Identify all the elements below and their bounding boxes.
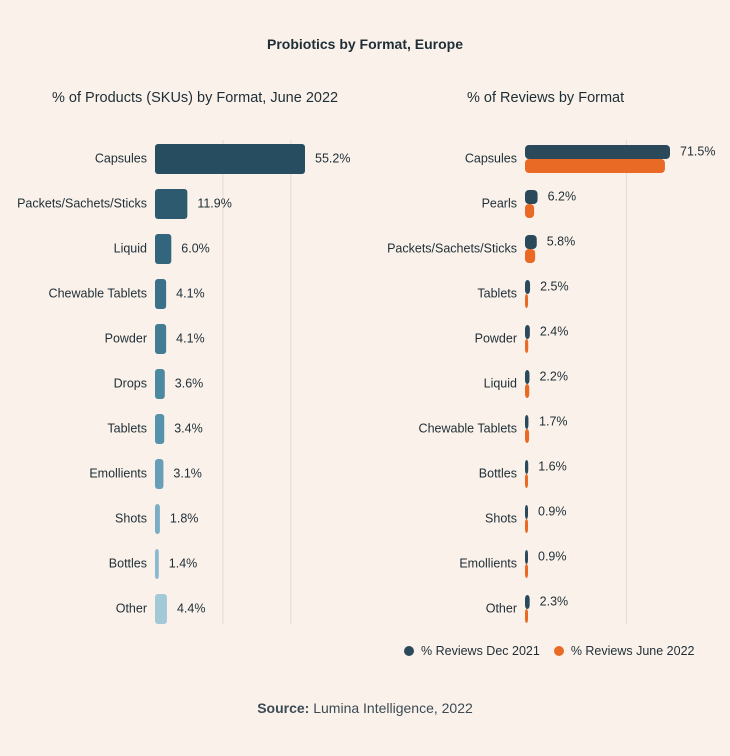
right-category-label-capsules: Capsules — [465, 151, 517, 165]
right-category-label-pearls: Pearls — [482, 196, 517, 210]
legend-label-jun2022: % Reviews June 2022 — [570, 644, 695, 658]
left-bar-powder — [155, 324, 167, 354]
left-category-label-drops: Drops — [114, 376, 147, 390]
right-value-label-liquid: 2.2% — [539, 369, 568, 383]
left-bar-other — [155, 594, 167, 624]
left-category-label-packets-sachets-sticks: Packets/Sachets/Sticks — [17, 196, 147, 210]
left-bar-packets-sachets-sticks — [155, 189, 188, 219]
left-bar-shots — [155, 504, 160, 534]
left-category-label-shots: Shots — [115, 511, 147, 525]
left-bar-tablets — [155, 414, 165, 444]
source-label: Source: — [257, 700, 310, 716]
right-bar-jun2022-emollients — [525, 564, 528, 578]
left-category-label-other: Other — [116, 601, 147, 615]
right-bar-dec2021-emollients — [525, 550, 528, 564]
left-value-label-capsules: 55.2% — [315, 151, 350, 165]
right-bar-jun2022-packets-sachets-sticks — [525, 249, 536, 263]
left-value-label-other: 4.4% — [177, 601, 206, 615]
right-chart-title: % of Reviews by Format — [467, 90, 625, 106]
left-category-label-bottles: Bottles — [109, 556, 147, 570]
right-value-label-emollients: 0.9% — [538, 549, 567, 563]
right-value-label-pearls: 6.2% — [548, 189, 577, 203]
right-bar-dec2021-bottles — [525, 460, 529, 474]
right-bar-dec2021-chewable-tablets — [525, 415, 529, 429]
right-bar-jun2022-tablets — [525, 294, 529, 308]
left-bar-capsules — [155, 144, 305, 174]
right-bar-dec2021-tablets — [525, 280, 531, 294]
right-bar-jun2022-capsules — [525, 159, 665, 173]
left-value-label-emollients: 3.1% — [173, 466, 202, 480]
left-value-label-drops: 3.6% — [175, 376, 204, 390]
right-bar-jun2022-liquid — [525, 384, 530, 398]
left-value-label-bottles: 1.4% — [169, 556, 198, 570]
right-bar-dec2021-powder — [525, 325, 530, 339]
right-category-label-liquid: Liquid — [484, 376, 517, 390]
right-bar-dec2021-liquid — [525, 370, 530, 384]
right-category-label-other: Other — [486, 601, 517, 615]
legend-item-jun2022: % Reviews June 2022 — [553, 644, 695, 658]
right-category-label-bottles: Bottles — [479, 466, 517, 480]
left-value-label-powder: 4.1% — [176, 331, 205, 345]
right-bar-jun2022-bottles — [525, 474, 528, 488]
legend-item-dec2021: % Reviews Dec 2021 — [404, 644, 540, 658]
left-category-label-chewable-tablets: Chewable Tablets — [49, 286, 147, 300]
left-value-label-chewable-tablets: 4.1% — [176, 286, 205, 300]
left-value-label-liquid: 6.0% — [181, 241, 210, 255]
right-bar-dec2021-pearls — [525, 190, 538, 204]
right-category-label-chewable-tablets: Chewable Tablets — [419, 421, 517, 435]
left-bar-drops — [155, 369, 165, 399]
source-note: Source: Lumina Intelligence, 2022 — [0, 700, 730, 716]
right-value-label-chewable-tablets: 1.7% — [539, 414, 568, 428]
right-value-label-shots: 0.9% — [538, 504, 567, 518]
left-bar-bottles — [155, 549, 159, 579]
right-category-label-shots: Shots — [485, 511, 517, 525]
left-category-label-capsules: Capsules — [95, 151, 147, 165]
legend: % Reviews Dec 2021 % Reviews June 2022 — [404, 644, 709, 658]
right-bar-dec2021-shots — [525, 505, 528, 519]
left-category-label-emollients: Emollients — [89, 466, 147, 480]
legend-swatch-dec2021 — [404, 646, 414, 656]
left-value-label-shots: 1.8% — [170, 511, 199, 525]
left-category-label-tablets: Tablets — [107, 421, 147, 435]
right-bar-jun2022-other — [525, 609, 528, 623]
left-bar-liquid — [155, 234, 172, 264]
right-category-label-emollients: Emollients — [459, 556, 517, 570]
left-category-label-powder: Powder — [105, 331, 147, 345]
legend-swatch-jun2022 — [553, 646, 564, 656]
right-category-label-powder: Powder — [475, 331, 517, 345]
right-value-label-other: 2.3% — [540, 594, 569, 608]
right-bar-dec2021-other — [525, 595, 530, 609]
chart-title: Probiotics by Format, Europe — [266, 36, 464, 52]
source-text: Lumina Intelligence, 2022 — [313, 700, 473, 716]
right-category-label-packets-sachets-sticks: Packets/Sachets/Sticks — [387, 241, 517, 255]
right-bar-jun2022-chewable-tablets — [525, 429, 530, 443]
left-bar-chewable-tablets — [155, 279, 167, 309]
left-chart-title: % of Products (SKUs) by Format, June 202… — [52, 90, 339, 106]
legend-label-dec2021: % Reviews Dec 2021 — [421, 644, 540, 658]
right-category-label-tablets: Tablets — [477, 286, 517, 300]
left-category-label-liquid: Liquid — [114, 241, 147, 255]
left-bar-emollients — [155, 459, 164, 489]
right-bar-dec2021-capsules — [525, 145, 670, 159]
right-bar-jun2022-powder — [525, 339, 529, 353]
charts-canvas: Capsules 55.2% Packets/Sachets/Sticks 11.9%… — [17, 140, 715, 624]
right-value-label-bottles: 1.6% — [538, 459, 567, 473]
right-bar-jun2022-shots — [525, 519, 528, 533]
right-bar-jun2022-pearls — [525, 204, 535, 218]
right-value-label-capsules: 71.5% — [680, 144, 715, 158]
right-value-label-tablets: 2.5% — [540, 279, 569, 293]
left-value-label-tablets: 3.4% — [174, 421, 203, 435]
right-bar-dec2021-packets-sachets-sticks — [525, 235, 537, 249]
left-value-label-packets-sachets-sticks: 11.9% — [197, 196, 232, 210]
right-value-label-powder: 2.4% — [540, 324, 569, 338]
right-value-label-packets-sachets-sticks: 5.8% — [547, 234, 576, 248]
